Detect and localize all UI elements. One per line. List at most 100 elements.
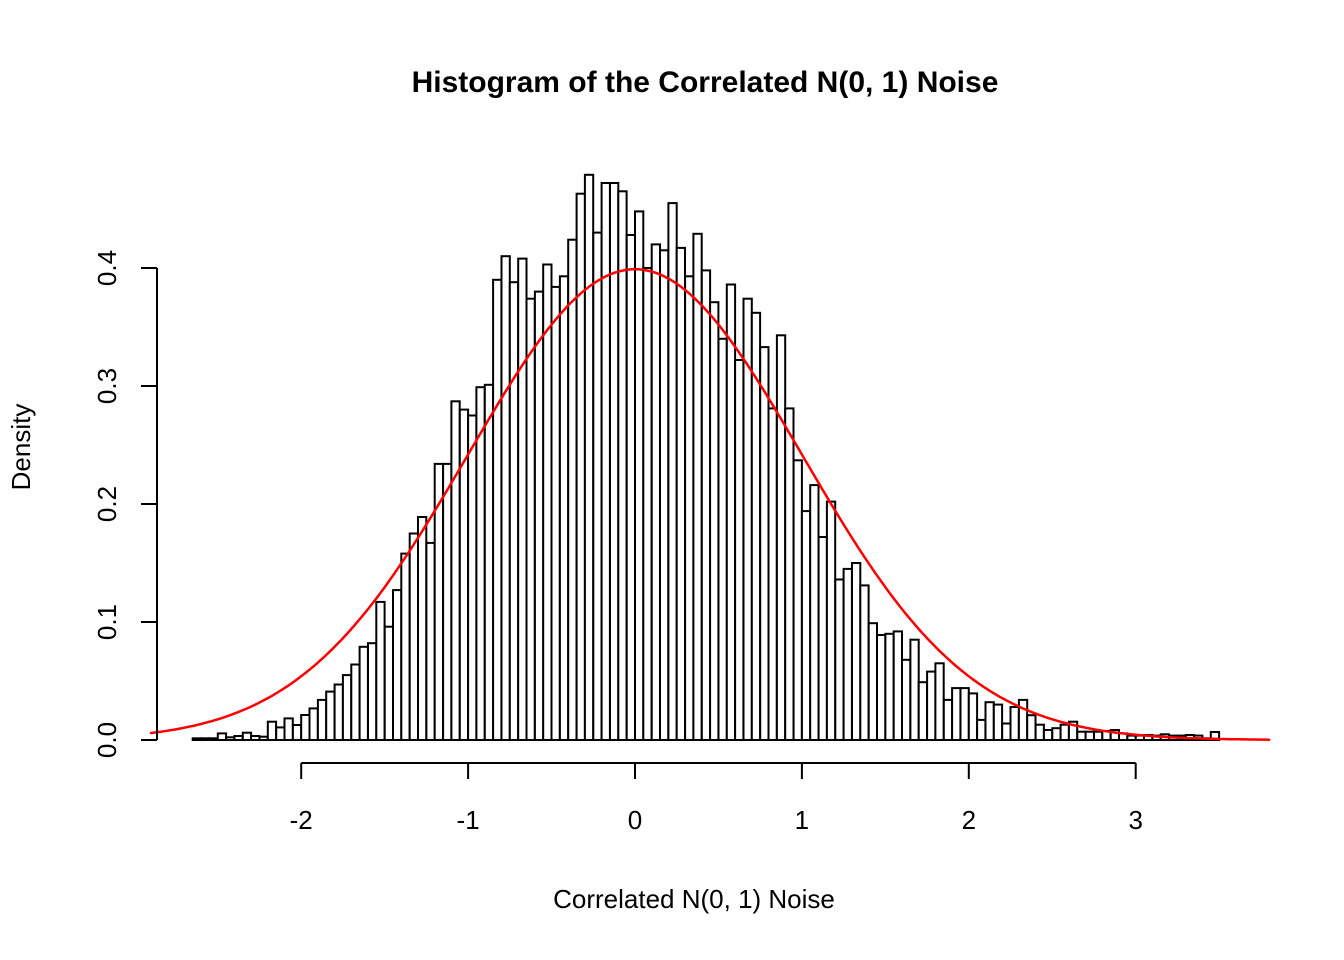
histogram-bar (834, 578, 845, 741)
histogram-bar (450, 400, 461, 741)
histogram-bar (1076, 730, 1087, 742)
histogram-bar (842, 567, 853, 742)
histogram-bar (492, 278, 503, 741)
histogram-bar (959, 687, 970, 741)
histogram-bar (467, 414, 478, 741)
histogram-bar (216, 732, 228, 742)
histogram-bar (809, 484, 820, 741)
histogram-bar (817, 536, 828, 741)
histogram-bar (942, 698, 954, 742)
y-tick-label: 0.4 (92, 250, 122, 286)
y-axis-title: Density (6, 404, 36, 491)
histogram-bar (1026, 714, 1037, 742)
histogram-bar (333, 683, 344, 741)
y-tick-label: 0.1 (92, 604, 122, 640)
histogram-bar (617, 190, 628, 742)
x-tick-label: 2 (962, 805, 976, 835)
histogram-bar (367, 642, 378, 742)
histogram-bar (1009, 706, 1020, 741)
histogram-bar (1001, 722, 1012, 741)
histogram-bar (625, 234, 637, 741)
histogram-bar (1126, 734, 1137, 741)
histogram-bar (825, 500, 837, 741)
chart-title: Histogram of the Correlated N(0, 1) Nois… (412, 66, 999, 99)
histogram-bar (901, 658, 912, 741)
histogram-bar (425, 541, 436, 742)
histogram-bar (976, 718, 987, 742)
histogram-bar (316, 698, 328, 742)
histogram-bar (1084, 730, 1095, 742)
x-tick-label: -2 (290, 805, 313, 835)
histogram-bar (609, 182, 620, 741)
histogram-bar (575, 192, 586, 741)
histogram-bar (600, 182, 611, 741)
histogram-bar (775, 334, 787, 741)
histogram-bar (300, 714, 311, 741)
histogram-bar (350, 663, 361, 741)
histogram-bar (951, 687, 962, 741)
histogram-bar (917, 681, 929, 742)
histogram-bar (759, 346, 770, 741)
histogram-bar (383, 625, 395, 742)
histogram-bar (583, 173, 595, 742)
histogram-bar (700, 269, 712, 741)
histogram-bar (984, 701, 995, 742)
histogram-bar (859, 584, 870, 742)
histogram-bar (659, 249, 670, 742)
histogram-bar (767, 407, 778, 741)
histogram-bar (934, 662, 945, 741)
histogram-bar (225, 736, 236, 741)
histogram-bar (692, 232, 703, 742)
histogram-bar (258, 735, 269, 742)
x-tick-label: 0 (628, 805, 642, 835)
histogram-bar (200, 737, 211, 741)
x-tick-label: 1 (795, 805, 809, 835)
histogram-bar (417, 516, 428, 741)
x-tick-label: 3 (1128, 805, 1142, 835)
histogram-bar (483, 383, 495, 741)
histogram-bar (275, 726, 286, 742)
histogram-bar (517, 257, 528, 741)
histogram-bar (400, 552, 411, 741)
histogram-bar (1059, 723, 1070, 742)
histogram-bar (851, 562, 862, 741)
histogram-bar (567, 238, 578, 741)
histogram-bar (308, 707, 319, 742)
histogram-bar (1093, 730, 1104, 742)
histogram-bar (325, 690, 336, 741)
histogram-bar (642, 267, 653, 741)
histogram-bar (650, 243, 662, 741)
y-tick-label: 0.2 (92, 486, 122, 522)
y-tick-label: 0.3 (92, 368, 122, 404)
histogram-bar (909, 638, 920, 742)
histogram-bar (792, 459, 803, 741)
histogram-bar (533, 290, 545, 741)
histogram-bar (550, 285, 561, 741)
histogram-bar (358, 645, 369, 741)
histogram-bar (992, 703, 1004, 741)
histogram-bars (191, 173, 1221, 742)
histogram-bar (542, 263, 553, 741)
histogram-bar (208, 737, 219, 741)
histogram-bar (1042, 729, 1054, 741)
histogram-bar (876, 634, 887, 741)
histogram-bar (725, 283, 737, 741)
x-tick-label: -1 (457, 805, 480, 835)
histogram-bar (458, 408, 470, 741)
histogram-bar (892, 630, 904, 742)
histogram-bar (1034, 723, 1045, 742)
histogram-bar (291, 724, 303, 741)
histogram-bar (967, 692, 979, 742)
histogram-bar (500, 255, 511, 741)
histogram-bar (191, 737, 202, 741)
histogram-bar (375, 600, 386, 742)
histogram-bar (558, 275, 570, 741)
histogram-bar (717, 337, 728, 741)
histogram-bar (266, 720, 278, 742)
histogram-bar (592, 231, 603, 741)
histogram-bar (800, 510, 812, 741)
histogram-bar (341, 674, 353, 741)
histogram-bar (709, 301, 720, 741)
